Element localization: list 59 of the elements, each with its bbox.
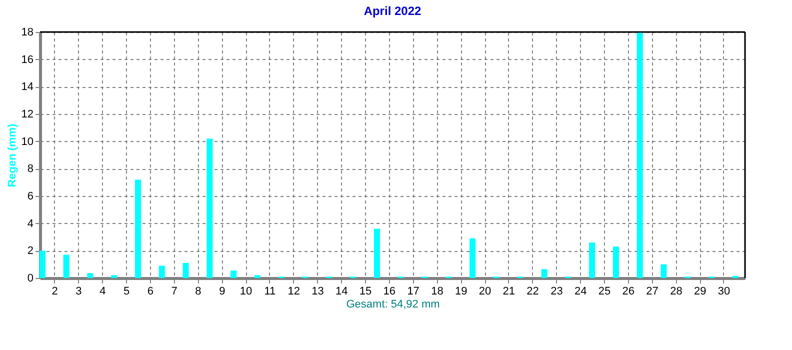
bar xyxy=(636,32,643,278)
bar xyxy=(374,228,380,278)
x-tick-label: 20 xyxy=(478,286,492,298)
bar xyxy=(589,242,596,278)
x-tick-label: 10 xyxy=(240,286,252,298)
x-axis-title: Gesamt: 54,92 mm xyxy=(346,298,440,310)
x-tick-label: 28 xyxy=(670,286,682,298)
x-tick-label: 15 xyxy=(359,286,372,298)
x-tick-label: 18 xyxy=(431,286,444,298)
x-tick-label: 12 xyxy=(288,286,300,298)
x-tick-label: 2 xyxy=(52,286,58,298)
x-tick-label: 19 xyxy=(454,286,468,298)
bar xyxy=(230,270,237,278)
x-tick-label: 7 xyxy=(171,286,178,298)
y-tick-label: 4 xyxy=(27,218,34,230)
bar xyxy=(63,254,70,278)
x-tick-label: 4 xyxy=(100,286,106,298)
y-tick-label: 10 xyxy=(21,136,34,148)
x-tick-label: 26 xyxy=(622,286,635,298)
x-tick-label: 11 xyxy=(264,286,276,298)
y-tick-label: 6 xyxy=(27,190,34,202)
y-tick-label: 16 xyxy=(21,54,34,66)
x-tick-label: 16 xyxy=(383,286,396,298)
bar xyxy=(541,269,548,278)
x-tick-label: 30 xyxy=(718,286,730,298)
x-tick-label: 25 xyxy=(598,286,611,298)
y-tick-label: 8 xyxy=(27,163,34,176)
chart-title: April 2022 xyxy=(364,4,422,18)
x-tick-label: 21 xyxy=(502,286,516,298)
bar xyxy=(39,250,46,278)
y-tick-label: 2 xyxy=(27,245,34,258)
x-tick-label: 27 xyxy=(646,286,658,298)
bar xyxy=(158,266,165,278)
bar xyxy=(134,180,141,278)
y-tick-label: 12 xyxy=(21,108,34,120)
bar xyxy=(111,275,118,278)
x-tick-label: 23 xyxy=(550,286,563,298)
x-tick-label: 3 xyxy=(76,286,82,298)
bar xyxy=(206,138,213,278)
x-tick-label: 6 xyxy=(147,286,154,298)
x-tick-label: 5 xyxy=(123,286,130,298)
bar xyxy=(254,275,260,278)
x-tick-label: 8 xyxy=(195,286,202,298)
x-tick-label: 13 xyxy=(312,286,324,298)
bar xyxy=(87,273,94,278)
y-tick-label: 14 xyxy=(21,81,34,94)
y-axis-title: Regen (mm) xyxy=(6,123,18,188)
x-tick-label: 24 xyxy=(574,286,587,298)
x-tick-label: 29 xyxy=(694,286,706,298)
y-tick-label: 18 xyxy=(21,26,34,38)
bar xyxy=(182,262,189,278)
x-tick-label: 17 xyxy=(407,286,420,298)
y-tick-label: 0 xyxy=(27,272,34,284)
x-tick-label: 9 xyxy=(219,286,226,298)
x-tick-label: 22 xyxy=(526,286,539,298)
bar xyxy=(612,246,619,278)
x-tick-label: 14 xyxy=(335,286,348,298)
bar xyxy=(660,264,667,278)
bar xyxy=(470,238,476,278)
